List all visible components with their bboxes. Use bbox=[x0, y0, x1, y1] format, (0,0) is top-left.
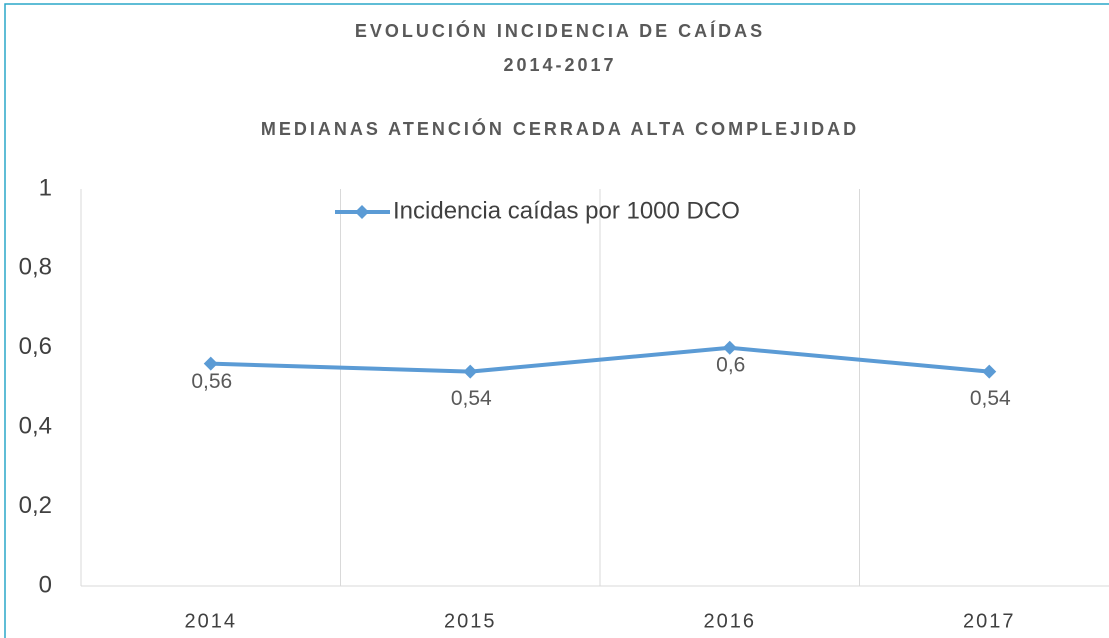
legend-marker bbox=[355, 205, 369, 219]
y-tick-label: 1 bbox=[39, 174, 52, 201]
x-tick-label: 2017 bbox=[963, 610, 1016, 632]
y-tick-label: 0,8 bbox=[19, 254, 52, 281]
y-tick-label: 0,6 bbox=[19, 333, 52, 360]
series-line bbox=[210, 345, 990, 374]
x-tick-label: 2015 bbox=[444, 610, 497, 632]
y-tick-label: 0,2 bbox=[19, 492, 52, 519]
x-tick-label: 2016 bbox=[704, 610, 757, 632]
data-point bbox=[203, 356, 218, 371]
data-point bbox=[463, 364, 478, 379]
frame bbox=[4, 3, 1109, 638]
y-tick-label: 0,4 bbox=[19, 413, 52, 440]
data-label: 0,6 bbox=[716, 353, 745, 376]
x-tick-label: 2014 bbox=[185, 610, 238, 632]
data-label: 0,54 bbox=[970, 387, 1011, 410]
chart-subtitle: MEDIANAS ATENCIÓN CERRADA ALTA COMPLEJID… bbox=[261, 118, 859, 139]
data-point bbox=[722, 340, 737, 355]
data-point bbox=[982, 364, 997, 379]
chart-title: EVOLUCIÓN INCIDENCIA DE CAÍDAS bbox=[355, 20, 765, 41]
y-tick-label: 0 bbox=[39, 571, 52, 598]
data-label: 0,56 bbox=[191, 370, 232, 393]
legend-label: Incidencia caídas por 1000 DCO bbox=[393, 197, 740, 224]
chart-title: 2014-2017 bbox=[503, 55, 616, 75]
data-label: 0,54 bbox=[451, 387, 492, 410]
